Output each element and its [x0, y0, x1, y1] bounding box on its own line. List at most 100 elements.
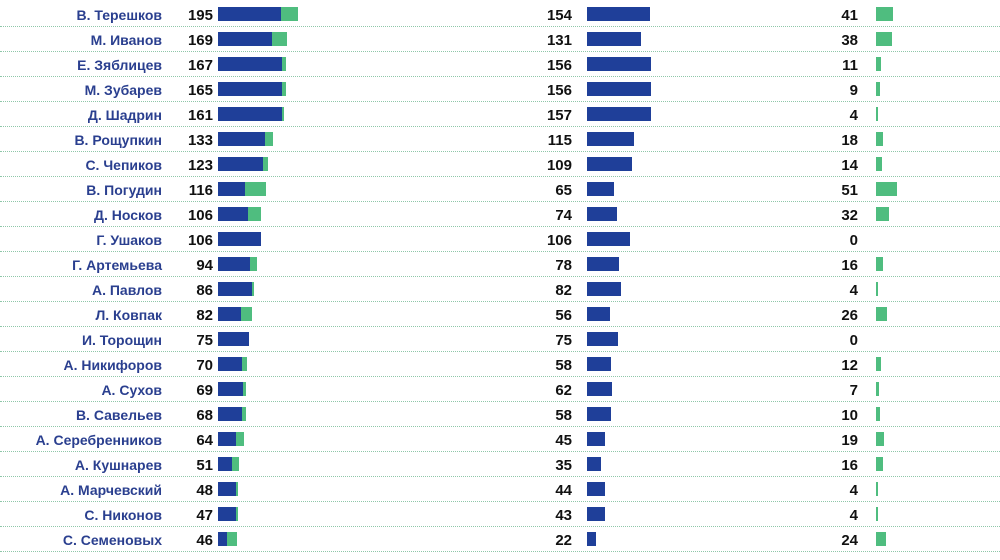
total-value: 46: [196, 532, 213, 549]
player-name: В. Терешков: [76, 7, 162, 23]
first-value: 56: [555, 307, 572, 324]
player-name: Г. Артемьева: [72, 257, 162, 273]
second-value: 16: [841, 257, 858, 274]
total-bar-first: [218, 257, 250, 271]
total-bar-first: [218, 482, 237, 496]
first-value: 65: [555, 182, 572, 199]
table-row: И. Торощин 75 75 0: [0, 327, 1000, 352]
total-value: 94: [196, 257, 213, 274]
total-bar-second: [244, 182, 266, 196]
total-bar-first: [218, 457, 233, 471]
total-bar-second: [265, 132, 273, 146]
first-value: 62: [555, 382, 572, 399]
player-name: В. Погудин: [86, 182, 162, 198]
total-bar-first: [218, 307, 241, 321]
total-bar-second: [236, 482, 239, 496]
total-bar-second: [281, 57, 287, 71]
table-row: В. Рощупкин 133 115 18: [0, 127, 1000, 152]
player-name: А. Кушнарев: [74, 457, 162, 473]
second-bar: [876, 7, 893, 21]
total-value: 48: [196, 482, 213, 499]
first-value: 82: [555, 282, 572, 299]
player-name: А. Серебренников: [35, 432, 162, 448]
first-bar: [587, 332, 618, 346]
total-bar-second: [248, 207, 262, 221]
first-bar: [587, 432, 606, 446]
total-bar-second: [236, 432, 245, 446]
first-value: 35: [555, 457, 572, 474]
table-row: Е. Зяблицев 167 156 11: [0, 52, 1000, 77]
total-bar-first: [218, 282, 252, 296]
second-bar: [876, 457, 883, 471]
second-value: 18: [841, 132, 858, 149]
player-name: Е. Зяблицев: [77, 57, 162, 73]
first-bar: [587, 57, 651, 71]
second-value: 0: [849, 232, 858, 249]
first-value: 154: [546, 7, 572, 24]
total-value: 195: [187, 7, 213, 24]
second-value: 32: [841, 207, 858, 224]
player-name: А. Марчевский: [60, 482, 162, 498]
player-name: В. Рощупкин: [74, 132, 162, 148]
table-row: В. Погудин 116 65 51: [0, 177, 1000, 202]
second-bar: [876, 257, 883, 271]
second-value: 9: [849, 82, 858, 99]
second-bar: [876, 382, 879, 396]
table-row: А. Сухов 69 62 7: [0, 377, 1000, 402]
table-row: А. Никифоров 70 58 12: [0, 352, 1000, 377]
second-bar: [876, 182, 897, 196]
second-value: 51: [841, 182, 858, 199]
table-row: А. Серебренников 64 45 19: [0, 427, 1000, 452]
total-bar-first: [218, 157, 263, 171]
table-row: Д. Носков 106 74 32: [0, 202, 1000, 227]
second-value: 12: [841, 357, 858, 374]
first-bar: [587, 382, 613, 396]
first-bar: [587, 7, 651, 21]
second-value: 26: [841, 307, 858, 324]
second-bar: [876, 532, 886, 546]
table-row: А. Павлов 86 82 4: [0, 277, 1000, 302]
second-value: 4: [849, 482, 858, 499]
player-name: М. Иванов: [90, 32, 162, 48]
second-value: 19: [841, 432, 858, 449]
second-bar: [876, 82, 880, 96]
total-value: 133: [187, 132, 213, 149]
first-bar: [587, 507, 605, 521]
second-bar: [876, 107, 878, 121]
total-value: 64: [196, 432, 213, 449]
total-value: 123: [187, 157, 213, 174]
total-value: 161: [187, 107, 213, 124]
first-bar: [587, 182, 614, 196]
first-bar: [587, 107, 652, 121]
first-value: 74: [555, 207, 572, 224]
second-value: 41: [841, 7, 858, 24]
second-value: 4: [849, 282, 858, 299]
total-bar-second: [249, 257, 257, 271]
first-bar: [587, 32, 641, 46]
first-bar: [587, 307, 610, 321]
second-bar: [876, 357, 881, 371]
total-bar-first: [218, 132, 266, 146]
total-bar-second: [281, 82, 286, 96]
first-value: 109: [546, 157, 572, 174]
first-value: 58: [555, 357, 572, 374]
total-value: 75: [196, 332, 213, 349]
first-value: 131: [546, 32, 572, 49]
total-bar-second: [227, 532, 237, 546]
table-row: Л. Ковпак 82 56 26: [0, 302, 1000, 327]
total-bar-second: [235, 507, 238, 521]
first-bar: [587, 482, 606, 496]
first-bar: [587, 257, 619, 271]
total-value: 51: [196, 457, 213, 474]
total-bar-first: [218, 32, 272, 46]
total-bar-second: [243, 382, 247, 396]
first-bar: [587, 82, 651, 96]
second-value: 38: [841, 32, 858, 49]
first-value: 157: [546, 107, 572, 124]
second-value: 24: [841, 532, 858, 549]
table-row: В. Терешков 195 154 41: [0, 2, 1000, 27]
total-bar-second: [271, 32, 288, 46]
total-bar-second: [281, 7, 298, 21]
total-bar-second: [240, 307, 252, 321]
second-bar: [876, 32, 892, 46]
